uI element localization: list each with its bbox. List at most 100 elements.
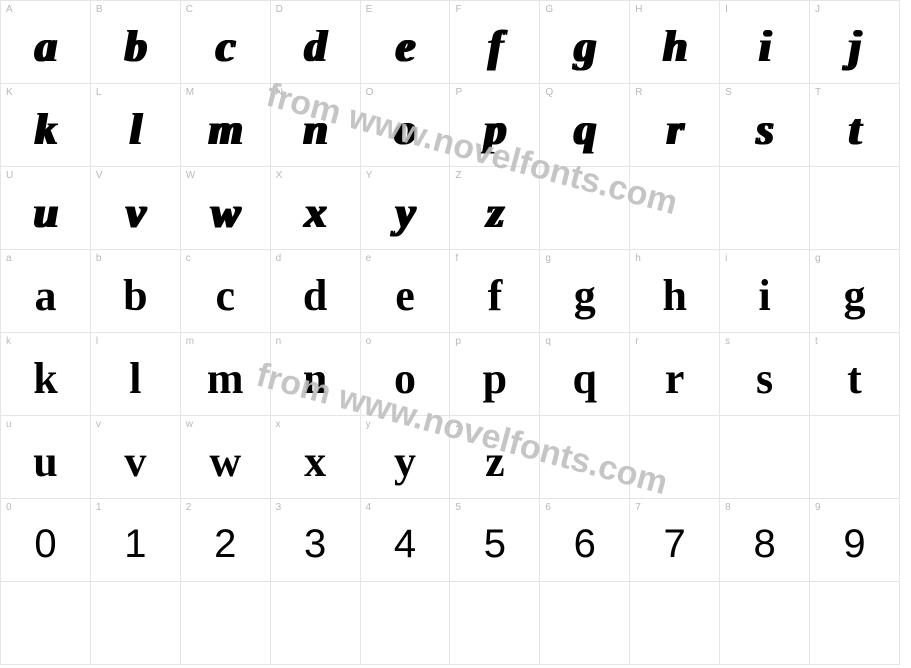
- charmap-cell: [450, 582, 540, 665]
- cell-glyph: g: [810, 250, 899, 332]
- cell-label: G: [545, 4, 553, 15]
- character-map-table: AaBbCcDdEeFfGgHhIiJjKkLlMmNnOoPpQqRrSsTt…: [0, 0, 900, 665]
- charmap-cell: 77: [630, 499, 720, 582]
- cell-glyph: y: [361, 167, 450, 249]
- cell-glyph: c: [181, 250, 270, 332]
- cell-label: M: [186, 87, 194, 98]
- cell-glyph: p: [450, 84, 539, 166]
- cell-glyph: 8: [720, 499, 809, 581]
- charmap-cell: [810, 582, 900, 665]
- cell-label: A: [6, 4, 13, 15]
- cell-label: p: [455, 336, 461, 347]
- cell-label: S: [725, 87, 732, 98]
- charmap-cell: Gg: [540, 1, 630, 84]
- cell-glyph: l: [91, 333, 180, 415]
- charmap-cell: Nn: [270, 84, 360, 167]
- charmap-cell: Rr: [630, 84, 720, 167]
- charmap-cell: Uu: [1, 167, 91, 250]
- charmap-cell: Ww: [180, 167, 270, 250]
- cell-label: s: [725, 336, 730, 347]
- cell-glyph: l: [91, 84, 180, 166]
- cell-glyph: 4: [361, 499, 450, 581]
- cell-glyph: i: [720, 1, 809, 83]
- cell-label: g: [545, 253, 551, 264]
- cell-label: I: [725, 4, 728, 15]
- cell-glyph: [450, 582, 539, 664]
- character-map-body: AaBbCcDdEeFfGgHhIiJjKkLlMmNnOoPpQqRrSsTt…: [1, 1, 900, 665]
- charmap-cell: 11: [90, 499, 180, 582]
- cell-glyph: e: [361, 250, 450, 332]
- cell-glyph: u: [1, 167, 90, 249]
- charmap-cell: [720, 416, 810, 499]
- cell-label: C: [186, 4, 193, 15]
- cell-label: O: [366, 87, 374, 98]
- charmap-row: KkLlMmNnOoPpQqRrSsTt: [1, 84, 900, 167]
- charmap-cell: nn: [270, 333, 360, 416]
- cell-glyph: [271, 582, 360, 664]
- charmap-cell: [810, 416, 900, 499]
- charmap-cell: ff: [450, 250, 540, 333]
- charmap-cell: ww: [180, 416, 270, 499]
- cell-glyph: h: [630, 250, 719, 332]
- cell-glyph: 6: [540, 499, 629, 581]
- cell-glyph: z: [450, 416, 539, 498]
- cell-label: 6: [545, 502, 551, 513]
- charmap-cell: 66: [540, 499, 630, 582]
- charmap-cell: [540, 416, 630, 499]
- cell-label: 7: [635, 502, 641, 513]
- cell-glyph: [630, 416, 719, 498]
- cell-glyph: v: [91, 167, 180, 249]
- cell-label: f: [455, 253, 458, 264]
- charmap-cell: ii: [720, 250, 810, 333]
- cell-label: 4: [366, 502, 372, 513]
- charmap-row: aabbccddeeffgghhiigg: [1, 250, 900, 333]
- cell-label: r: [635, 336, 638, 347]
- cell-label: L: [96, 87, 102, 98]
- charmap-cell: [540, 582, 630, 665]
- charmap-cell: Zz: [450, 167, 540, 250]
- cell-glyph: s: [720, 84, 809, 166]
- cell-label: u: [6, 419, 12, 430]
- charmap-cell: Pp: [450, 84, 540, 167]
- cell-glyph: 7: [630, 499, 719, 581]
- cell-label: V: [96, 170, 103, 181]
- charmap-cell: zz: [450, 416, 540, 499]
- cell-glyph: z: [450, 167, 539, 249]
- charmap-cell: Hh: [630, 1, 720, 84]
- cell-label: Z: [455, 170, 461, 181]
- charmap-cell: [1, 582, 91, 665]
- charmap-cell: hh: [630, 250, 720, 333]
- cell-label: m: [186, 336, 194, 347]
- cell-label: U: [6, 170, 13, 181]
- cell-glyph: 5: [450, 499, 539, 581]
- cell-label: a: [6, 253, 12, 264]
- cell-glyph: t: [810, 84, 899, 166]
- cell-label: d: [276, 253, 282, 264]
- cell-glyph: a: [1, 1, 90, 83]
- cell-glyph: r: [630, 333, 719, 415]
- cell-glyph: x: [271, 416, 360, 498]
- charmap-cell: pp: [450, 333, 540, 416]
- charmap-cell: Qq: [540, 84, 630, 167]
- cell-label: D: [276, 4, 283, 15]
- cell-glyph: q: [540, 333, 629, 415]
- charmap-cell: [540, 167, 630, 250]
- charmap-cell: dd: [270, 250, 360, 333]
- cell-glyph: [810, 416, 899, 498]
- cell-glyph: n: [271, 84, 360, 166]
- cell-label: E: [366, 4, 373, 15]
- charmap-cell: Aa: [1, 1, 91, 84]
- cell-glyph: s: [720, 333, 809, 415]
- charmap-cell: [810, 167, 900, 250]
- charmap-cell: Dd: [270, 1, 360, 84]
- charmap-cell: uu: [1, 416, 91, 499]
- cell-label: 3: [276, 502, 282, 513]
- cell-glyph: i: [720, 250, 809, 332]
- cell-glyph: [720, 416, 809, 498]
- cell-label: q: [545, 336, 551, 347]
- charmap-cell: [720, 167, 810, 250]
- cell-glyph: r: [630, 84, 719, 166]
- charmap-cell: Ss: [720, 84, 810, 167]
- cell-glyph: [630, 582, 719, 664]
- cell-glyph: d: [271, 250, 360, 332]
